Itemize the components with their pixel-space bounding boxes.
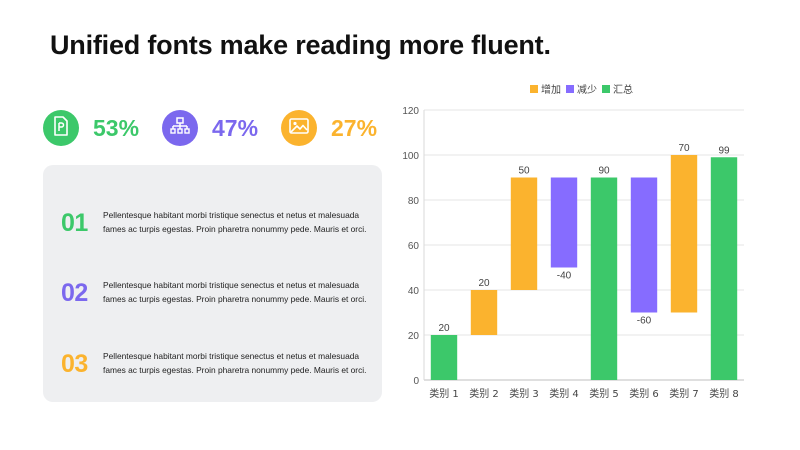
stat-value: 27% [331, 114, 378, 141]
legend-label: 增加 [541, 83, 561, 96]
data-label: 70 [678, 143, 690, 154]
item-text: Pellentesque habitant morbi tristique se… [103, 351, 367, 375]
stat-icon-circle [162, 110, 198, 146]
x-tick-label: 类别 2 [469, 387, 499, 400]
list-item: 02 Pellentesque habitant morbi tristique… [43, 273, 382, 313]
waterfall-chart: 0 20 40 60 80 100 120 20 类别 1 20 类别 2 50 类别 3 -40 类别 4… [402, 83, 744, 400]
bar [710, 157, 738, 380]
bar [550, 177, 578, 268]
page-title: Unified fonts make reading more fluent. [50, 30, 551, 60]
item-number: 01 [61, 209, 88, 237]
legend-label: 汇总 [613, 83, 633, 96]
y-tick-label: 120 [402, 106, 419, 117]
stat-icon-circle [281, 110, 317, 146]
data-label: 99 [718, 145, 730, 156]
bar [590, 177, 618, 380]
hierarchy-icon [170, 116, 190, 140]
x-tick-label: 类别 4 [549, 387, 579, 400]
legend-label: 减少 [577, 84, 597, 96]
stat-hierarchy: 47% [162, 109, 258, 147]
x-tick-label: 类别 7 [669, 387, 699, 400]
bar [430, 335, 458, 380]
item-number: 03 [61, 350, 88, 378]
data-label: 20 [478, 278, 490, 289]
x-tick-label: 类别 5 [589, 387, 619, 400]
stat-value: 53% [93, 114, 140, 141]
y-tick-label: 100 [402, 151, 419, 162]
points-panel: 01 Pellentesque habitant morbi tristique… [43, 165, 382, 402]
document-icon [52, 115, 70, 141]
bar [670, 155, 698, 313]
stat-image: 27% [281, 109, 377, 147]
stat-value: 47% [212, 114, 259, 141]
y-tick-label: 0 [413, 376, 419, 387]
image-icon [289, 117, 309, 139]
list-item: 01 Pellentesque habitant morbi tristique… [43, 203, 382, 243]
x-tick-label: 类别 3 [509, 387, 539, 400]
x-tick-label: 类别 6 [629, 387, 659, 400]
y-tick-label: 20 [408, 331, 420, 342]
legend-swatch [530, 85, 538, 93]
x-tick-label: 类别 1 [429, 387, 459, 400]
bar [470, 290, 498, 335]
x-tick-label: 类别 8 [709, 387, 739, 400]
data-label: -60 [637, 316, 652, 327]
y-tick-label: 80 [408, 196, 420, 207]
list-item: 03 Pellentesque habitant morbi tristique… [43, 344, 382, 384]
item-text: Pellentesque habitant morbi tristique se… [103, 280, 367, 304]
bar [510, 177, 538, 290]
legend-swatch [602, 85, 610, 93]
bar [630, 177, 658, 313]
data-label: 20 [438, 323, 450, 334]
data-label: 90 [598, 166, 610, 177]
item-text: Pellentesque habitant morbi tristique se… [103, 210, 367, 234]
legend-swatch [566, 85, 574, 93]
stat-icon-circle [43, 110, 79, 146]
data-label: 50 [518, 166, 530, 177]
item-number: 02 [61, 279, 88, 307]
stat-document: 53% [43, 109, 139, 147]
y-tick-label: 60 [408, 241, 420, 252]
data-label: -40 [557, 271, 572, 282]
y-tick-label: 40 [408, 286, 420, 297]
